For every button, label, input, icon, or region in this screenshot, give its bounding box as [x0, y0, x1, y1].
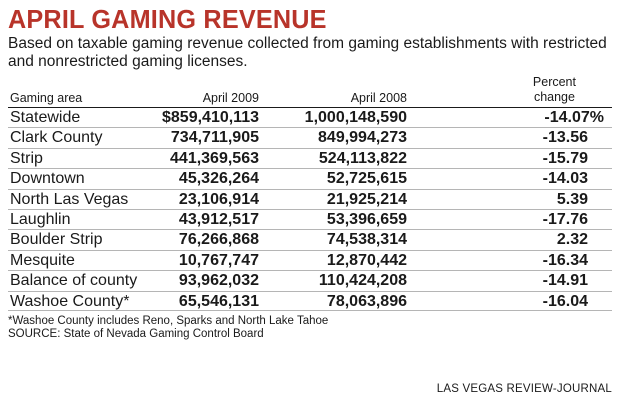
row-gaming-area: Clark County	[10, 129, 103, 147]
row-gaming-area: Mesquite	[10, 251, 75, 269]
row-april-2008: 849,994,273	[318, 129, 407, 147]
row-april-2009: 65,546,131	[178, 292, 259, 310]
row-april-2008: 74,538,314	[326, 231, 407, 249]
gaming-revenue-table: APRIL GAMING REVENUE Based on taxable ga…	[8, 4, 612, 341]
row-percent-change: -14.91	[542, 272, 588, 290]
row-gaming-area: Laughlin	[10, 210, 71, 228]
table-row: Statewide $859,410,113 1,000,148,590 -14.07…	[8, 107, 612, 127]
row-april-2009: $859,410,113	[162, 109, 259, 126]
row-april-2008: 52,725,615	[326, 170, 407, 188]
row-gaming-area: Boulder Strip	[10, 231, 103, 249]
source-line: SOURCE: State of Nevada Gaming Control B…	[8, 327, 264, 340]
row-april-2009: 734,711,905	[170, 129, 259, 147]
row-april-2009: 93,962,032	[178, 272, 259, 290]
header-percent-change-text: Percent change	[532, 75, 576, 104]
row-april-2008: 110,424,208	[318, 272, 407, 290]
table-row: North Las Vegas 23,106,914 21,925,214 5.39	[8, 188, 612, 209]
row-percent-change: -14.03	[542, 170, 588, 188]
row-april-2009: 45,326,264	[178, 170, 259, 188]
row-april-2008: 12,870,442	[326, 251, 407, 269]
row-gaming-area: North Las Vegas	[10, 190, 129, 208]
row-percent-change: 5.39	[556, 190, 588, 208]
header-gaming-area: Gaming area	[10, 91, 83, 105]
row-april-2009: 23,106,914	[178, 190, 259, 208]
row-april-2008: 524,113,822	[318, 149, 407, 167]
row-april-2008: 78,063,896	[326, 292, 407, 310]
header-april-2009: April 2009	[202, 91, 259, 105]
header-april-2008: April 2008	[350, 91, 407, 105]
credit-line: LAS VEGAS REVIEW-JOURNAL	[436, 383, 612, 395]
row-april-2008: 1,000,148,590	[304, 109, 407, 126]
table-row: Balance of county 93,962,032 110,424,208 -1…	[8, 270, 612, 290]
row-percent-change: 2.32	[556, 231, 588, 249]
row-april-2009: 441,369,563	[170, 149, 259, 167]
footnote: *Washoe County includes Reno, Sparks and…	[8, 314, 329, 327]
row-gaming-area: Statewide	[10, 109, 81, 126]
header-percent-change: Percent change	[533, 75, 576, 105]
table-row: Washoe County* 65,546,131 78,063,896 -16.04	[8, 290, 612, 311]
row-april-2008: 21,925,214	[326, 190, 407, 208]
row-gaming-area: Washoe County*	[10, 292, 130, 310]
row-april-2008: 53,396,659	[326, 210, 407, 228]
table-title: APRIL GAMING REVENUE	[8, 4, 327, 34]
row-percent-change: -17.76	[542, 210, 588, 228]
row-gaming-area: Downtown	[10, 170, 85, 188]
row-april-2009: 76,266,868	[178, 231, 259, 249]
table-row: Laughlin 43,912,517 53,396,659 -17.76	[8, 208, 612, 229]
row-percent-change: -16.04	[542, 292, 588, 310]
row-gaming-area: Balance of county	[10, 272, 138, 290]
table-row: Mesquite 10,767,747 12,870,442 -16.34	[8, 249, 612, 270]
row-percent-change: -14.07%	[544, 109, 604, 126]
row-percent-change: -15.79	[542, 149, 588, 167]
table-row: Boulder Strip 76,266,868 74,538,314 2.32	[8, 229, 612, 249]
row-april-2009: 10,767,747	[178, 251, 259, 269]
column-headers: Gaming area April 2009 April 2008 Percen…	[8, 73, 612, 107]
table-subtitle: Based on taxable gaming revenue collecte…	[8, 35, 607, 70]
row-april-2009: 43,912,517	[178, 210, 259, 228]
row-percent-change: -16.34	[542, 251, 588, 269]
table-row: Clark County 734,711,905 849,994,273 -13.56	[8, 127, 612, 147]
table-row: Strip 441,369,563 524,113,822 -15.79	[8, 147, 612, 168]
table-row: Downtown 45,326,264 52,725,615 -14.03	[8, 168, 612, 188]
table-body: Statewide $859,410,113 1,000,148,590 -14.07…	[8, 107, 612, 311]
row-gaming-area: Strip	[10, 149, 43, 167]
row-percent-change: -13.56	[542, 129, 588, 147]
